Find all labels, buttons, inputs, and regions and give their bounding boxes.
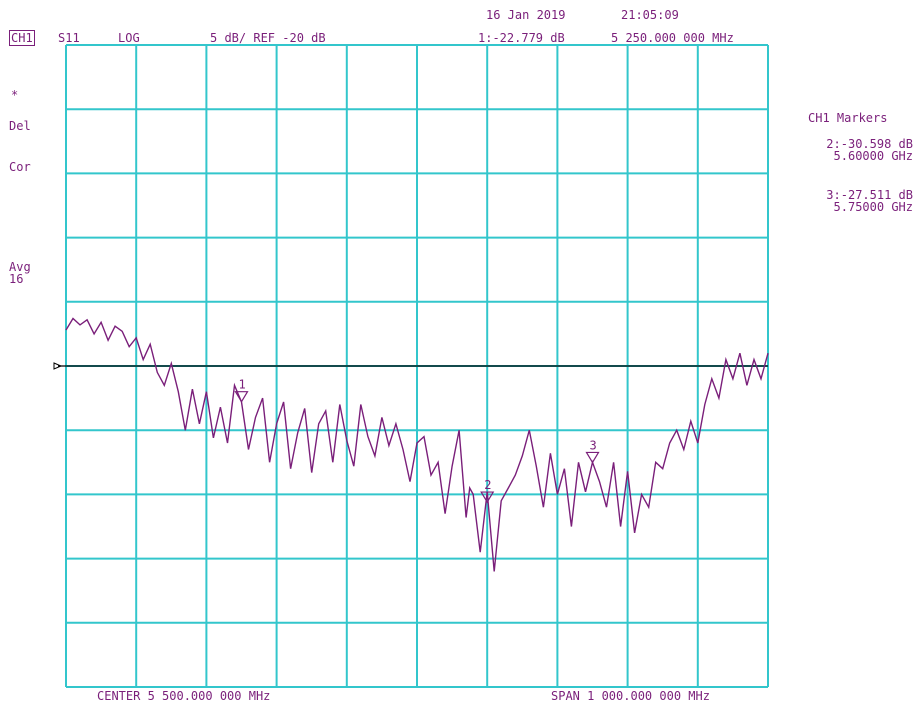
center-frequency-label: CENTER 5 500.000 000 MHz (97, 689, 271, 703)
marker-2-label: 2 (484, 478, 491, 492)
averaging-indicator: Avg (9, 260, 31, 274)
delay-indicator: Del (9, 119, 31, 133)
parameter-label: S11 (58, 31, 80, 45)
marker-2-value: 2:-30.598 dB (826, 137, 913, 151)
span-label: SPAN 1 000.000 000 MHz (551, 689, 710, 703)
channel-indicator[interactable]: CH1 (9, 30, 35, 46)
correction-indicator: Cor (9, 160, 31, 174)
averaging-count: 16 (9, 272, 24, 286)
time-label: 21:05:09 (621, 8, 679, 22)
marker-3-label: 3 (590, 438, 597, 452)
marker-1-icon (234, 391, 249, 403)
format-label: LOG (118, 31, 140, 45)
star-indicator: * (11, 88, 19, 102)
marker-1-label: 1 (239, 378, 246, 392)
reference-pointer-icon (53, 362, 63, 370)
marker-3-icon (585, 451, 600, 464)
marker-3-frequency: 5.75000 GHz (833, 200, 913, 214)
scale-label: 5 dB/ REF -20 dB (210, 31, 326, 45)
active-marker-frequency: 5 250.000 000 MHz (611, 31, 734, 45)
marker-2-frequency: 5.60000 GHz (833, 149, 913, 163)
markers-panel-title: CH1 Markers (808, 111, 888, 125)
marker-3-value: 3:-27.511 dB (826, 188, 913, 202)
data-trace (65, 317, 769, 572)
date-label: 16 Jan 2019 (486, 8, 566, 22)
active-marker-value: 1:-22.779 dB (478, 31, 565, 45)
marker-2-icon (480, 491, 495, 504)
